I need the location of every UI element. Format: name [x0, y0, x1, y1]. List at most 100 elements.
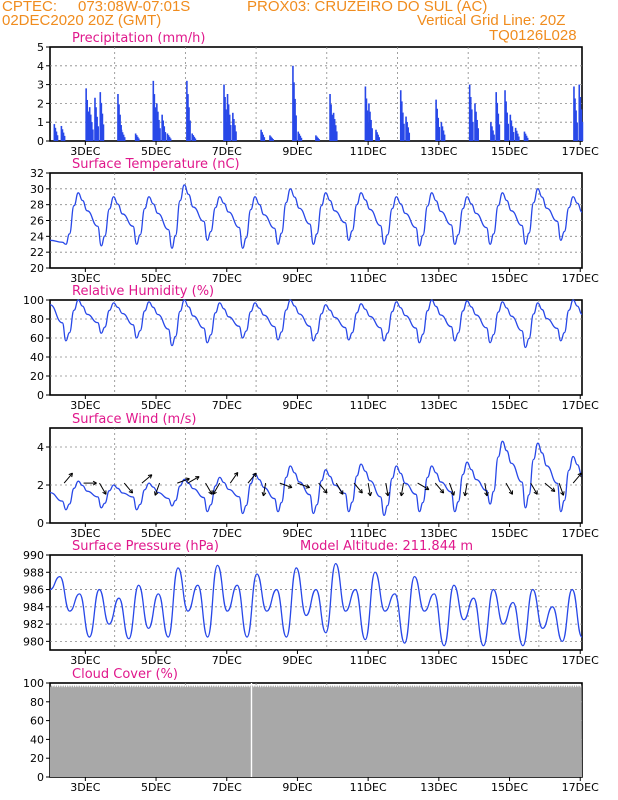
precip-bar — [96, 116, 98, 141]
precip-bar — [294, 98, 296, 141]
precip-bar — [365, 98, 368, 141]
precip-bar — [505, 101, 507, 141]
wind-arrow — [572, 472, 582, 484]
wind-arrow — [154, 482, 161, 496]
precip-bar — [330, 104, 332, 141]
ytick-label-rh: 80 — [30, 313, 44, 326]
precip-bar — [514, 127, 517, 141]
precip-bar — [507, 123, 510, 141]
wind-arrow-head — [261, 491, 267, 497]
precip-bar — [468, 84, 471, 141]
xtick-label-rh: 5DEC — [141, 399, 171, 412]
precip-bar — [511, 126, 514, 141]
precip-bar — [573, 86, 575, 141]
precip-bar — [402, 112, 404, 141]
precip-bar — [94, 97, 96, 141]
precip-bar — [399, 90, 402, 141]
precip-bar — [234, 125, 236, 141]
precip-bar — [406, 121, 408, 141]
ytick-label-precip: 4 — [37, 60, 44, 73]
precip-bar — [232, 112, 234, 141]
plot-frame-press — [49, 554, 583, 651]
precip-bar — [334, 125, 337, 141]
precip-bar — [490, 122, 492, 141]
precip-bar — [512, 132, 515, 141]
wind-arrow-head — [367, 491, 373, 497]
ytick-label-rh: 40 — [30, 351, 44, 364]
wind-arrow-head — [439, 489, 445, 494]
wind-arrow-head — [185, 477, 190, 482]
xtick-label-cloud: 13DEC — [420, 781, 457, 794]
precip-bar — [441, 126, 444, 141]
xtick-label-precip: 15DEC — [491, 145, 528, 158]
precip-bar — [167, 135, 170, 141]
wind-arrow — [141, 474, 153, 484]
wind-arrow — [99, 482, 107, 495]
ytick-label-cloud: 20 — [30, 752, 44, 765]
precip-bar — [121, 132, 124, 141]
precip-bar — [159, 128, 161, 141]
precip-bar — [510, 120, 513, 141]
precip-bar — [102, 124, 105, 141]
xtick-label-cloud: 17DEC — [562, 781, 599, 794]
xtick-label-rh: 3DEC — [70, 399, 100, 412]
precip-bar — [100, 102, 103, 141]
ytick-label-temp: 22 — [30, 246, 44, 259]
wind-arrow-head — [424, 485, 430, 491]
precip-bar — [506, 112, 508, 141]
wind-arrow-head — [195, 476, 200, 481]
precip-bar — [225, 109, 227, 141]
precip-bar — [375, 129, 377, 141]
wind-arrow — [63, 472, 73, 484]
wind-arrow — [544, 482, 556, 492]
wind-arrow — [123, 482, 133, 494]
precip-bar — [370, 119, 372, 141]
xtick-label-temp: 5DEC — [141, 272, 171, 285]
precip-bar — [403, 123, 405, 141]
wind-arrow-head — [577, 472, 583, 478]
precip-bar — [63, 135, 66, 141]
precip-bar — [509, 114, 512, 141]
ytick-label-press: 982 — [23, 618, 44, 631]
precip-bar — [54, 127, 57, 141]
ytick-label-press: 990 — [23, 549, 44, 562]
wind-arrow — [367, 483, 371, 496]
wind-arrow-head — [147, 474, 153, 479]
precip-bar — [91, 122, 93, 141]
precip-bar — [163, 126, 166, 141]
wind-arrow — [484, 483, 488, 496]
ytick-label-cloud: 40 — [30, 733, 44, 746]
precip-bar — [120, 129, 123, 141]
xtick-label-rh: 7DEC — [212, 399, 242, 412]
wind-arrow-head — [287, 484, 293, 489]
xtick-label-wind: 7DEC — [212, 527, 242, 540]
precip-bar — [56, 135, 59, 141]
header-station: PROX03: CRUZEIRO DO SUL (AC) — [247, 0, 488, 15]
plot-frame-rh — [49, 299, 583, 396]
precip-bar — [524, 133, 527, 141]
precip-bar — [194, 138, 197, 141]
precip-bar — [122, 134, 125, 141]
precip-bar — [492, 130, 494, 141]
wind-arrow-head — [385, 491, 390, 497]
wind-arrow-head — [550, 487, 556, 492]
wind-arrow-head — [560, 491, 565, 496]
precip-bar — [493, 134, 495, 141]
wind-arrow — [400, 483, 404, 496]
precip-bar — [193, 136, 196, 141]
wind-arrow-head — [484, 491, 489, 497]
wind-arrow — [505, 482, 513, 495]
precip-bar — [233, 119, 235, 141]
ytick-label-press: 986 — [23, 584, 44, 597]
precip-bar — [575, 110, 577, 141]
xtick-label-temp: 7DEC — [212, 272, 242, 285]
wind-arrow — [434, 482, 445, 494]
precip-bar — [516, 133, 519, 141]
precip-bar — [469, 97, 472, 141]
wind-arrow — [353, 482, 363, 494]
wind-arrow — [335, 482, 344, 495]
precip-bar — [407, 127, 409, 141]
wind-arrow — [385, 483, 389, 496]
xtick-label-temp: 13DEC — [420, 272, 457, 285]
precip-bar — [152, 80, 155, 141]
